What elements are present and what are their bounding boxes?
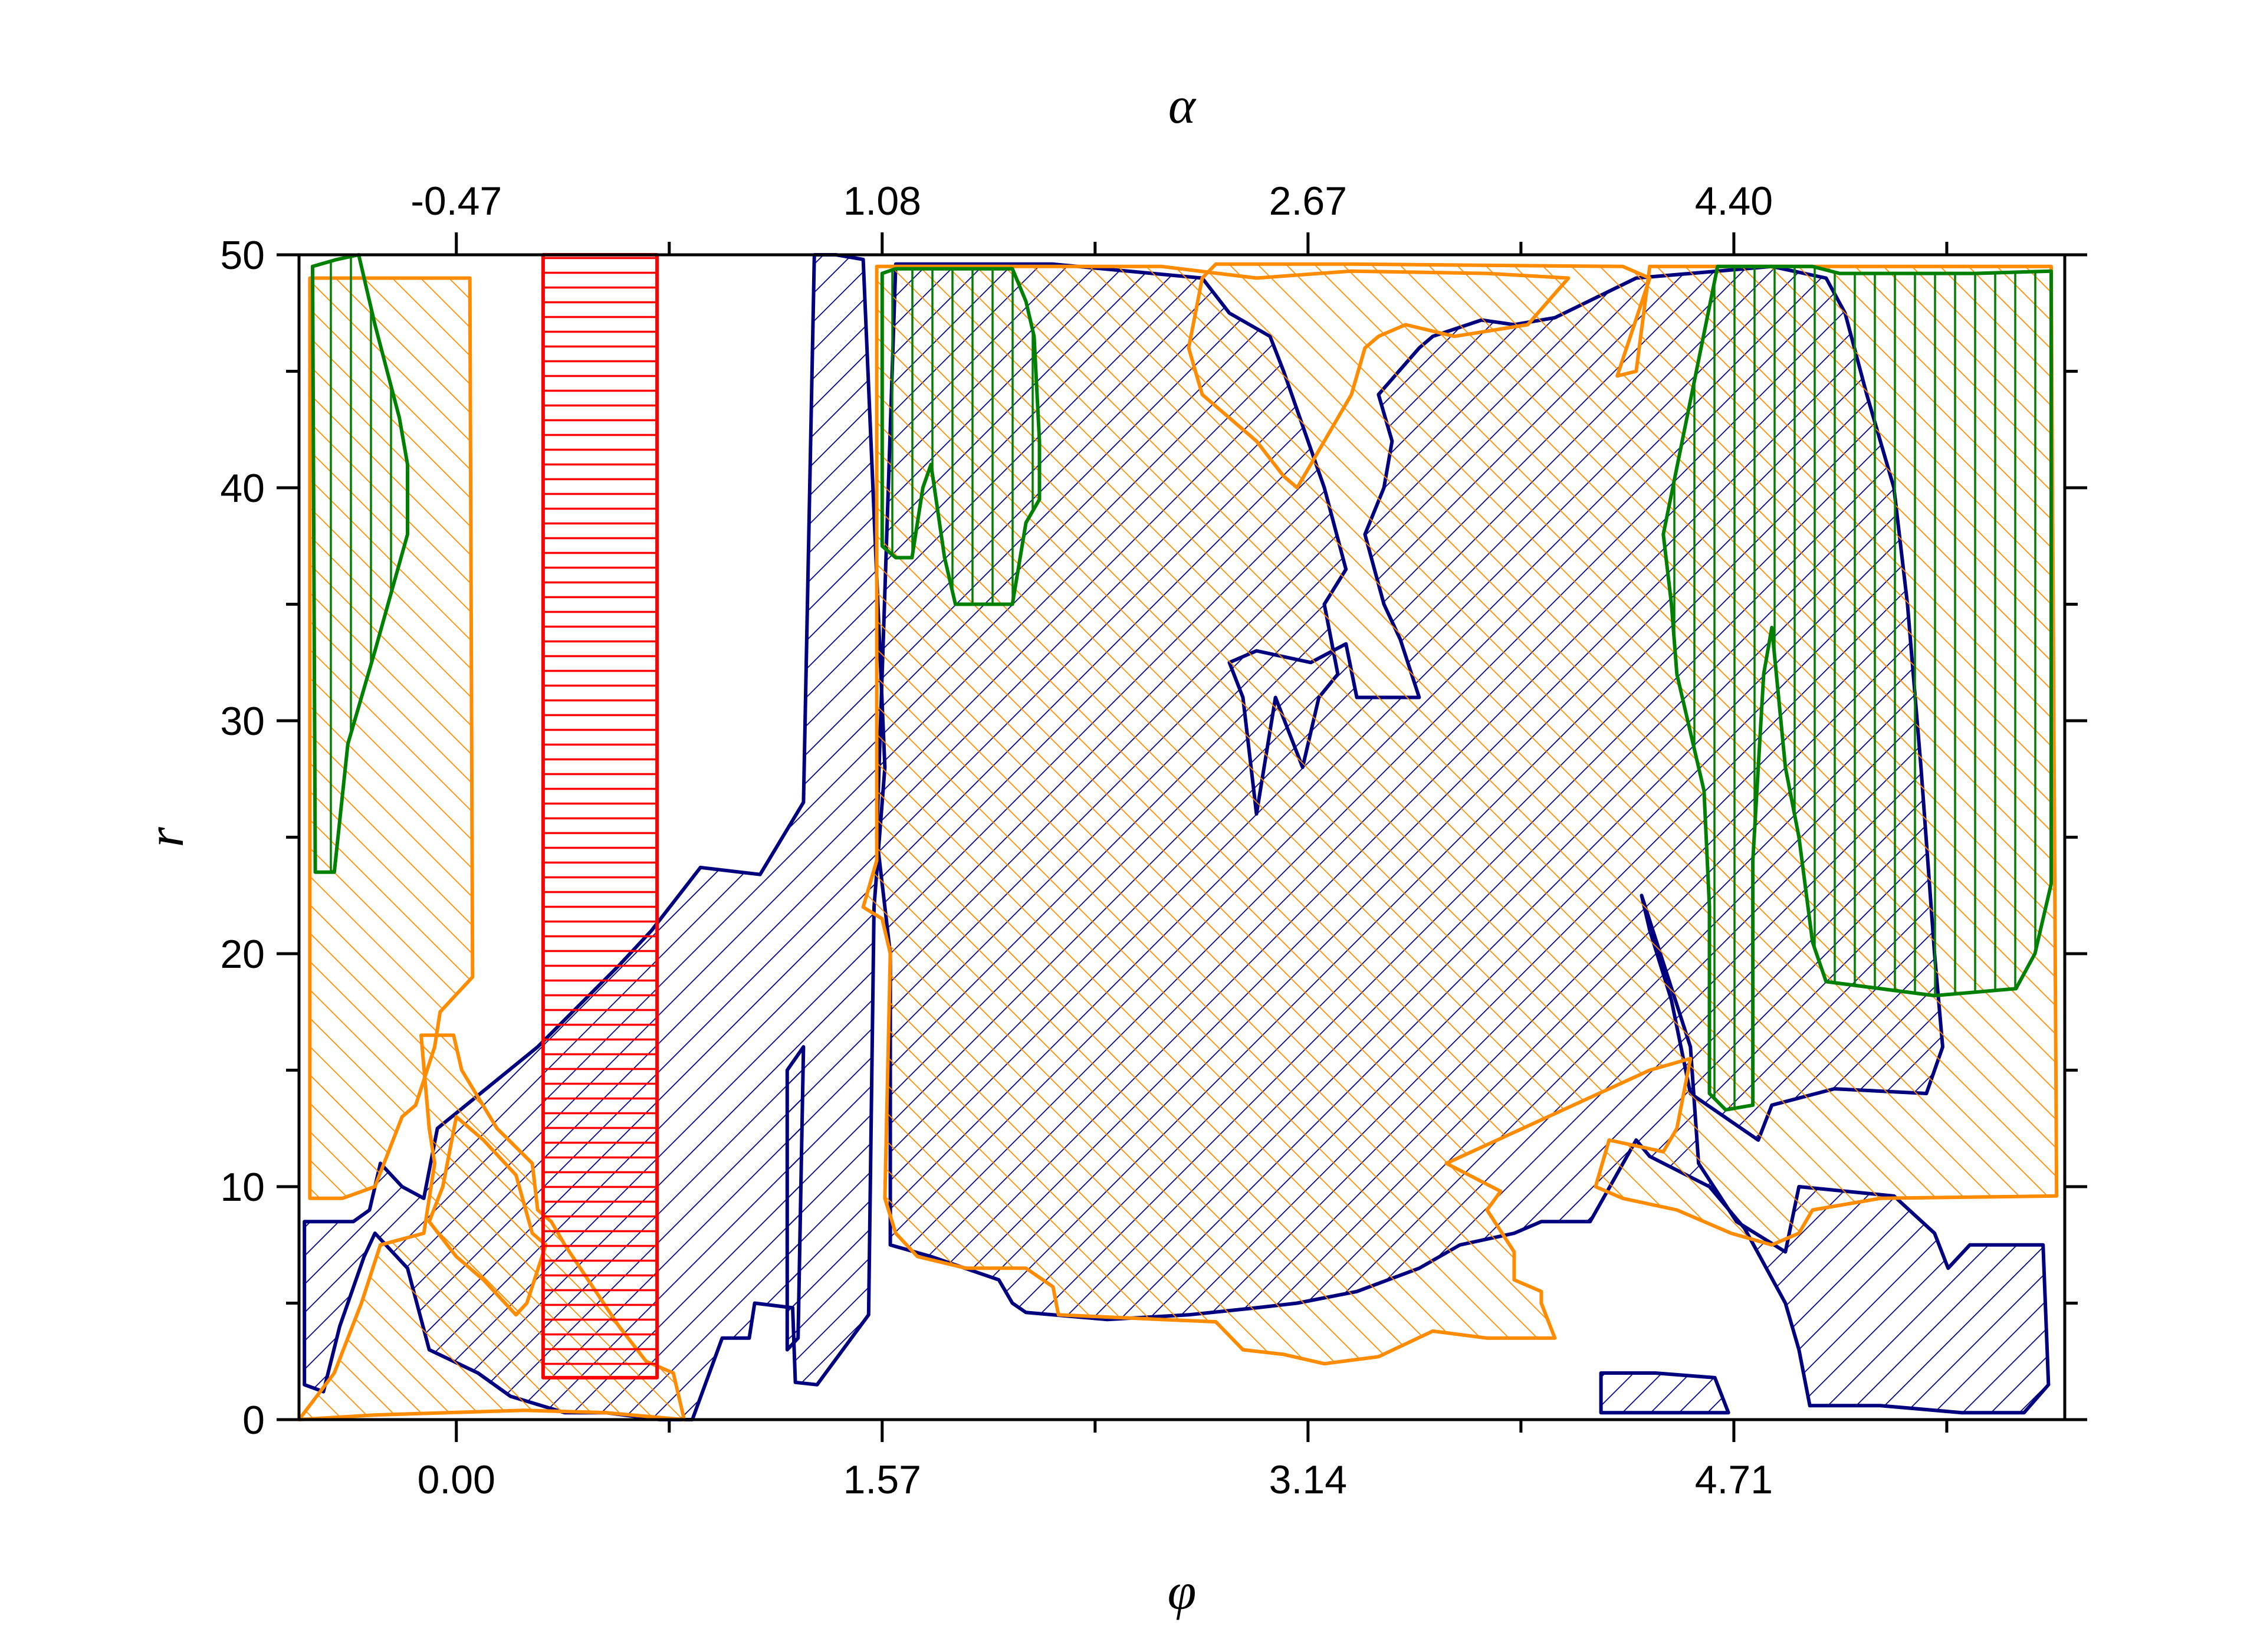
regions-layer <box>297 253 2059 1421</box>
region-horizontal-1 <box>541 253 659 1380</box>
series-vertical <box>311 253 2053 1112</box>
y-tick-label: 40 <box>220 466 265 511</box>
top-tick-label: -0.47 <box>410 179 502 224</box>
y-tick-label: 20 <box>220 932 265 977</box>
y-tick-label: 10 <box>220 1165 265 1210</box>
top-axis-title: α <box>1168 77 1197 134</box>
x-axis-title: φ <box>1168 1564 1197 1621</box>
top-tick-label: 2.67 <box>1269 179 1347 224</box>
region-vertical-3 <box>1661 264 2053 1112</box>
region-vertical-2 <box>880 267 1042 606</box>
y-tick-label: 50 <box>220 233 265 278</box>
top-tick-label: 1.08 <box>843 179 921 224</box>
x-tick-label: 0.00 <box>418 1457 495 1502</box>
ticks-layer: 0.00 1.57 3.14 4.71 -0.47 1.08 2.67 4.40 0 10 20 30… <box>220 179 2087 1502</box>
y-axis-title: r <box>137 827 195 848</box>
y-tick-label: 30 <box>220 699 265 744</box>
region-diagonal-up-2 <box>785 1045 806 1352</box>
x-tick-label: 1.57 <box>843 1457 921 1502</box>
x-tick-label: 3.14 <box>1269 1457 1347 1502</box>
region-diagonal-up-3 <box>1599 1371 1730 1415</box>
series-horizontal <box>541 253 659 1380</box>
x-tick-label: 4.71 <box>1695 1457 1773 1502</box>
top-tick-label: 4.40 <box>1695 179 1773 224</box>
region-diagonal-down-3 <box>427 1115 548 1317</box>
y-tick-label: 0 <box>242 1398 265 1443</box>
